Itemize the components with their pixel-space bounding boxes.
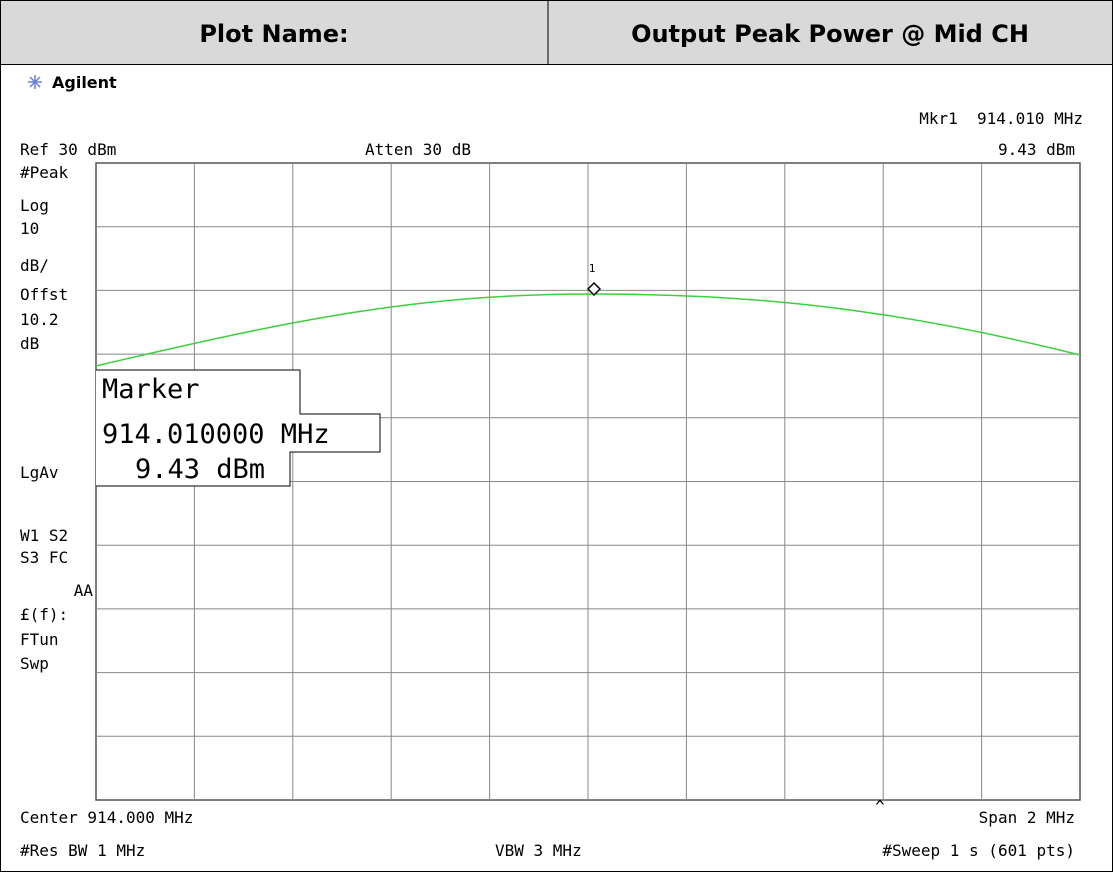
- side-label: FTun: [20, 630, 59, 649]
- marker-box: [96, 369, 381, 487]
- marker-box-frequency: 914.010000 MHz: [102, 419, 330, 450]
- side-label: AA: [74, 581, 94, 600]
- attenuation: Atten 30 dB: [365, 140, 471, 159]
- header-label: Plot Name:: [199, 20, 348, 48]
- header-bar: [0, 0, 1113, 65]
- side-label: Offst: [20, 285, 68, 304]
- span: Span 2 MHz: [979, 808, 1075, 827]
- side-labels: #Peak Log 10 dB/Offst 10.2 dB LgAv W1 S2 S3 FC AA…: [20, 163, 93, 673]
- marker-readout: Mkr1 914.010 MHz: [919, 109, 1083, 128]
- center-frequency: Center 914.000 MHz: [20, 808, 193, 827]
- ref-level: Ref 30 dBm: [20, 140, 116, 159]
- header-title: Output Peak Power @ Mid CH: [631, 20, 1029, 48]
- graticule: [96, 163, 1080, 800]
- side-label: £(f):: [20, 605, 68, 624]
- caret: ^: [875, 797, 885, 816]
- brand: Agilent: [52, 73, 117, 92]
- side-label: S3 FC: [20, 548, 68, 567]
- side-label: #Peak: [20, 163, 69, 182]
- side-label: 10.2: [20, 310, 59, 329]
- side-label: LgAv: [20, 463, 59, 482]
- side-label: Swp: [20, 654, 49, 673]
- side-label: W1 S2: [20, 526, 68, 545]
- side-label: dB/: [20, 256, 49, 275]
- sweep: #Sweep 1 s (601 pts): [882, 841, 1075, 860]
- marker-diamond: [586, 281, 602, 297]
- side-label: dB: [20, 334, 39, 353]
- side-label: Log: [20, 196, 49, 215]
- marker-number: 1: [589, 262, 596, 275]
- marker-level: 9.43 dBm: [998, 140, 1075, 159]
- vbw: VBW 3 MHz: [495, 841, 582, 860]
- marker-box-title: Marker: [102, 374, 200, 405]
- side-label: 10: [20, 219, 39, 238]
- marker-box-level: 9.43 dBm: [135, 454, 265, 485]
- agilent-logo: [28, 75, 42, 89]
- res-bw: #Res BW 1 MHz: [20, 841, 145, 860]
